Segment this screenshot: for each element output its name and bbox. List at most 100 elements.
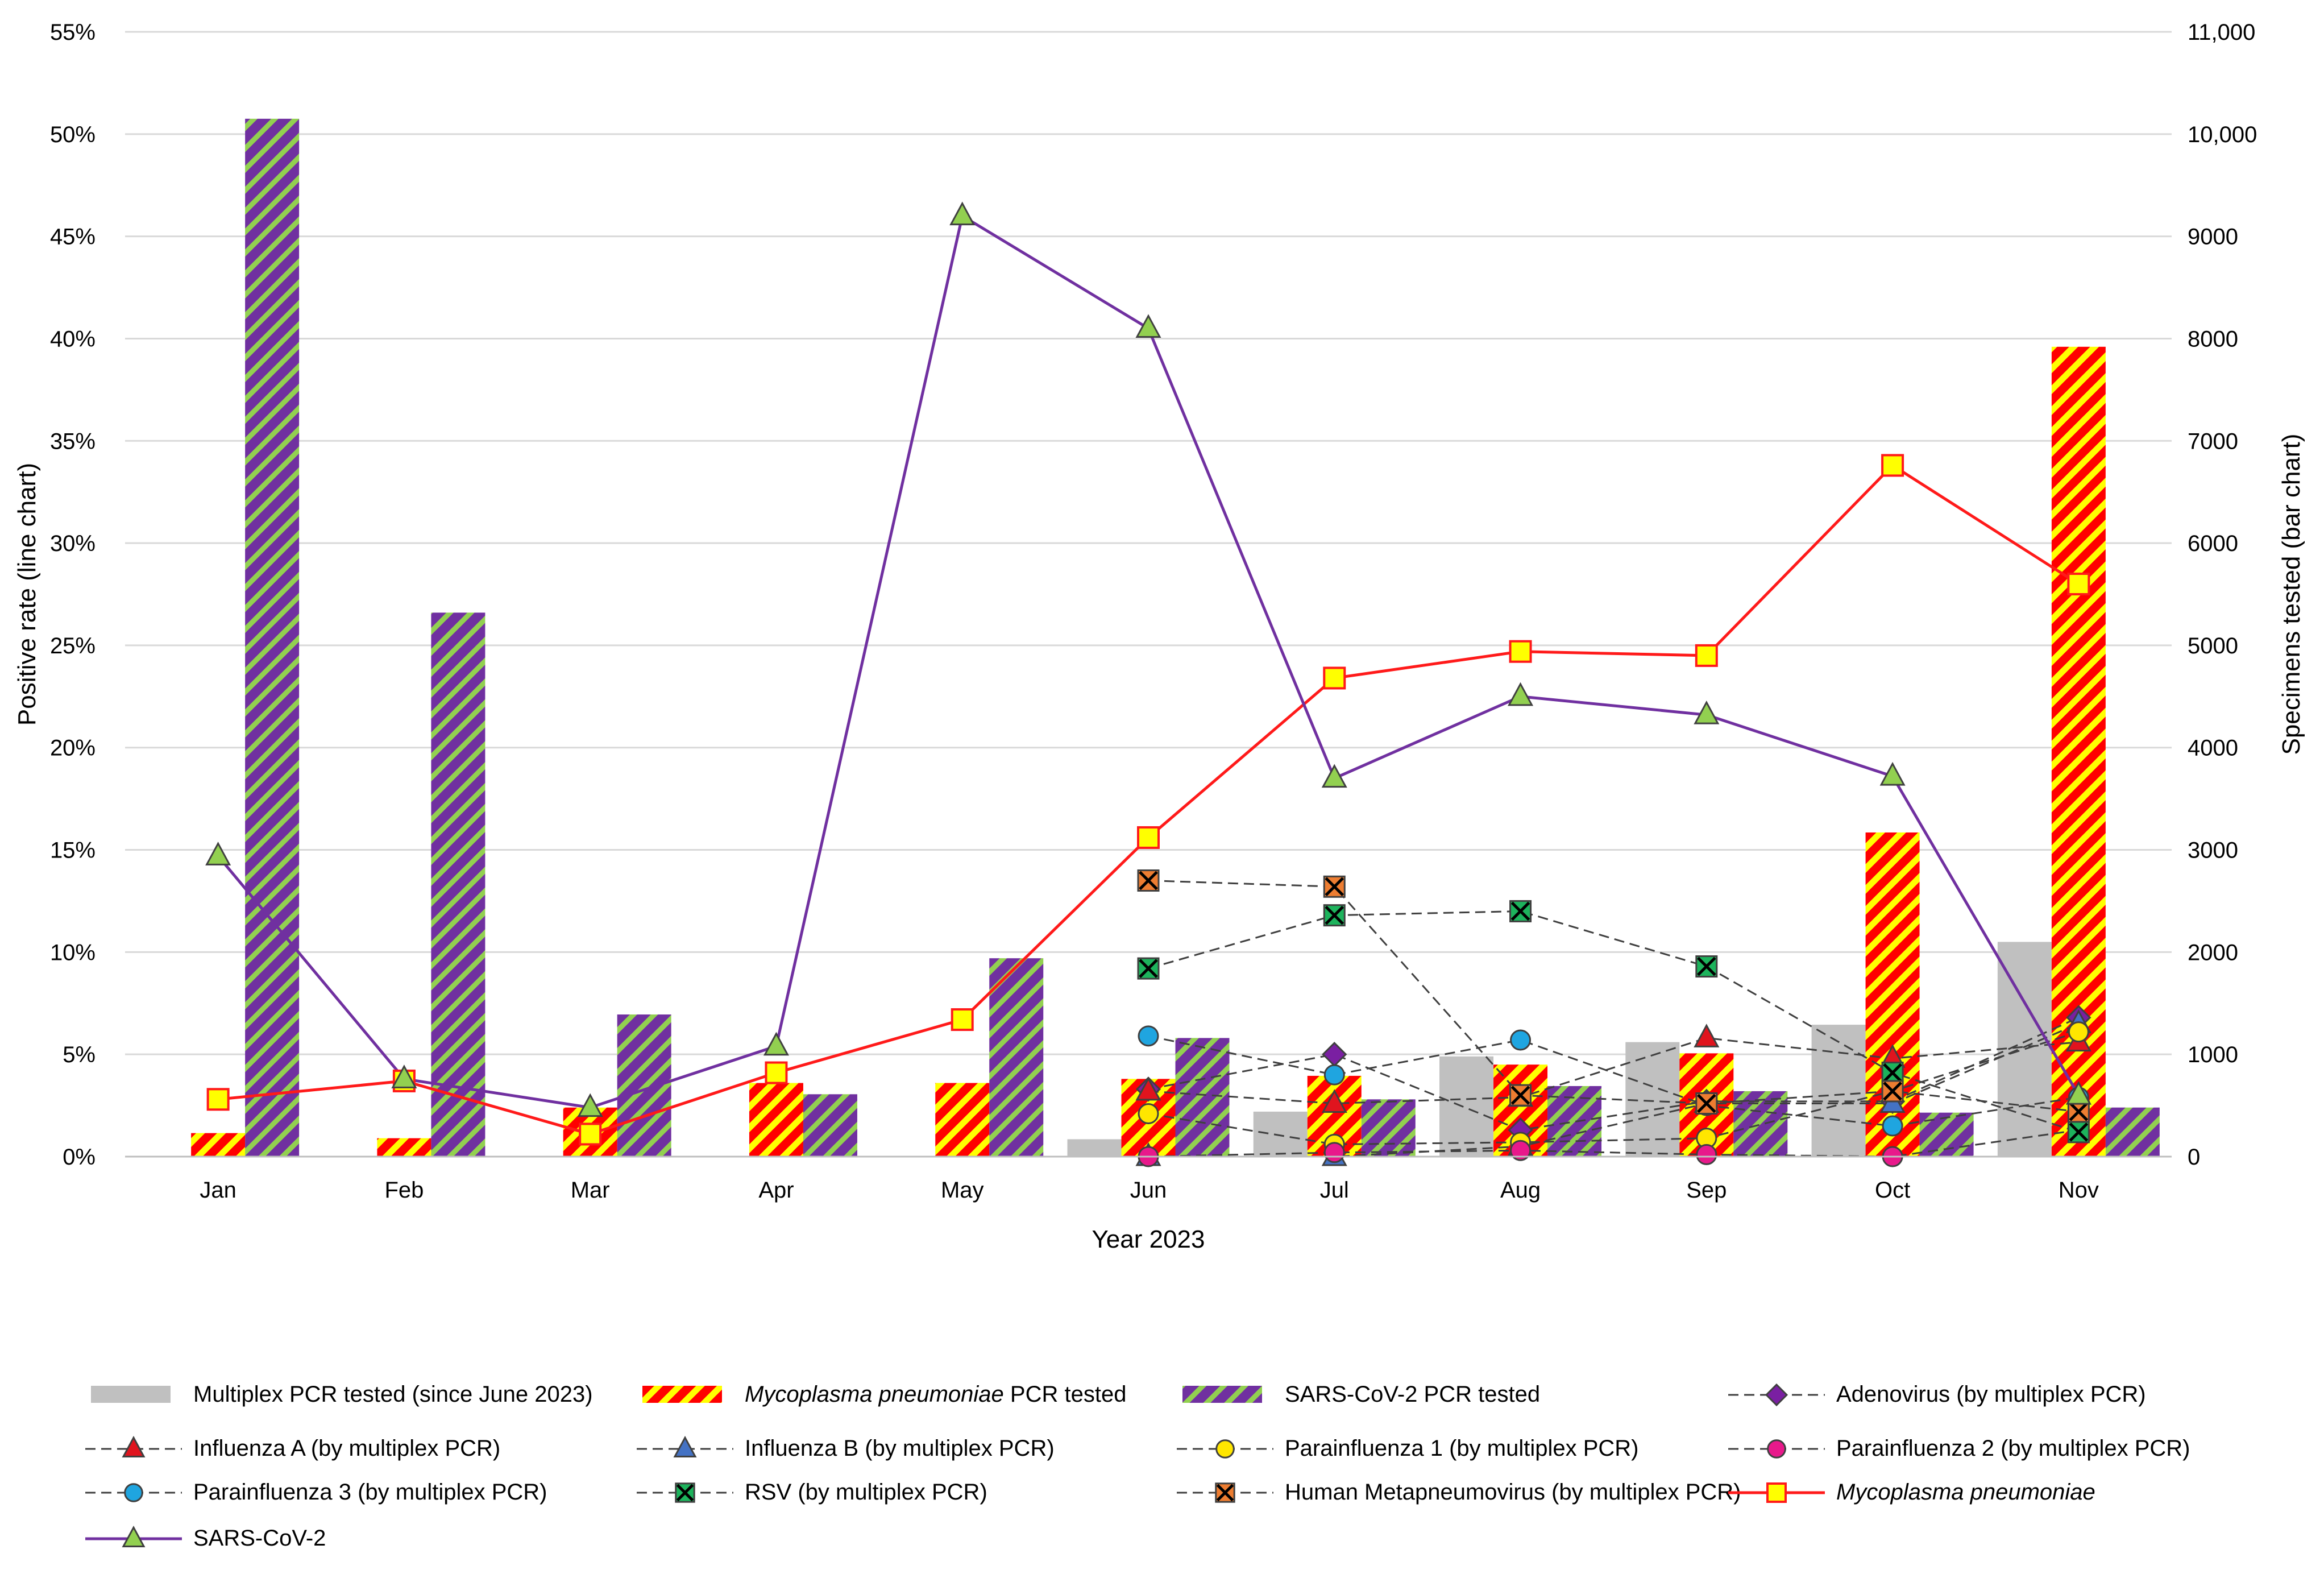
bar-purple-green-nov bbox=[2105, 1107, 2160, 1157]
marker-5-jun bbox=[1138, 1025, 1159, 1047]
marker-8-jan bbox=[206, 1088, 230, 1111]
marker-0-jul bbox=[1322, 1042, 1347, 1067]
y-axis-left-title: Positive rate (line chart) bbox=[13, 463, 41, 726]
y-left-tick-label: 20% bbox=[50, 736, 96, 761]
legend-label-italic: Mycoplasma pneumoniae bbox=[745, 1382, 1004, 1407]
legend-swatch bbox=[91, 1386, 171, 1403]
marker-6-oct-cross bbox=[1883, 1063, 1902, 1083]
line-2 bbox=[1148, 1022, 2079, 1158]
y-left-tick-label: 40% bbox=[50, 326, 96, 351]
legend-label: Influenza B (by multiplex PCR) bbox=[745, 1436, 1055, 1461]
marker-9-jun bbox=[1135, 314, 1161, 338]
marker-7-oct bbox=[1881, 1080, 1904, 1103]
legend-label: Parainfluenza 1 (by multiplex PCR) bbox=[1285, 1436, 1638, 1461]
legend-entry-9: RSV (by multiplex PCR) bbox=[637, 1480, 987, 1505]
legend-entry-0: Multiplex PCR tested (since June 2023) bbox=[91, 1382, 593, 1407]
marker-6-sep bbox=[1695, 955, 1718, 978]
y-right-tick-label: 8000 bbox=[2188, 326, 2238, 351]
bar-red-yellow-jan bbox=[191, 1133, 246, 1157]
bar-purple-green-may bbox=[989, 958, 1044, 1157]
marker-9-feb bbox=[391, 1064, 417, 1088]
marker-7-sep-cross bbox=[1697, 1093, 1716, 1113]
bar-red-yellow-apr bbox=[749, 1083, 803, 1157]
legend-label-text: Influenza B (by multiplex PCR) bbox=[745, 1436, 1055, 1461]
legend-marker bbox=[1765, 1383, 1788, 1407]
legend-label: SARS-CoV-2 bbox=[193, 1526, 326, 1551]
legend-label-text: Influenza A (by multiplex PCR) bbox=[193, 1436, 500, 1461]
legend-label: Multiplex PCR tested (since June 2023) bbox=[193, 1382, 593, 1407]
legend-label: Mycoplasma pneumoniae PCR tested bbox=[745, 1382, 1126, 1407]
y-left-tick-label: 5% bbox=[63, 1042, 96, 1067]
marker-8-may bbox=[951, 1008, 974, 1032]
marker-8-jul bbox=[1323, 666, 1346, 690]
legend-entry-5: Influenza B (by multiplex PCR) bbox=[637, 1436, 1055, 1461]
x-tick-label: Oct bbox=[1875, 1178, 1910, 1203]
marker-6-aug-cross bbox=[1510, 901, 1530, 921]
legend-entry-12: SARS-CoV-2 bbox=[85, 1526, 326, 1551]
legend-marker bbox=[675, 1482, 695, 1503]
x-tick-label: Aug bbox=[1500, 1178, 1541, 1203]
marker-3-nov bbox=[2068, 1021, 2089, 1043]
legend-label-text: SARS-CoV-2 PCR tested bbox=[1285, 1382, 1540, 1407]
y-right-tick-label: 1000 bbox=[2188, 1042, 2238, 1067]
marker-1-sep bbox=[1694, 1024, 1720, 1047]
bars bbox=[191, 118, 2160, 1157]
legend-label: Mycoplasma pneumoniae bbox=[1836, 1480, 2095, 1505]
y-right-tick-label: 5000 bbox=[2188, 633, 2238, 658]
legend-label-text: Parainfluenza 1 (by multiplex PCR) bbox=[1285, 1436, 1638, 1461]
y-left-tick-label: 50% bbox=[50, 122, 96, 147]
legend-label-text: Parainfluenza 3 (by multiplex PCR) bbox=[193, 1480, 547, 1505]
y-left-tick-label: 45% bbox=[50, 225, 96, 250]
y-right-tick-label: 0 bbox=[2188, 1145, 2200, 1170]
line-5 bbox=[1148, 1035, 2079, 1127]
legend-marker bbox=[122, 1526, 146, 1547]
y-right-tick-label: 10,000 bbox=[2188, 122, 2257, 147]
legend-marker bbox=[124, 1483, 143, 1502]
marker-9-aug bbox=[1508, 682, 1534, 706]
marker-9-oct bbox=[1879, 761, 1906, 786]
y-right-tick-label: 7000 bbox=[2188, 429, 2238, 454]
marker-4-aug bbox=[1510, 1140, 1532, 1161]
y-right-tick-label: 4000 bbox=[2188, 736, 2238, 761]
bar-red-yellow-feb bbox=[377, 1138, 431, 1157]
marker-6-aug bbox=[1509, 900, 1532, 922]
marker-9-mar bbox=[577, 1093, 603, 1117]
marker-7-jun-cross bbox=[1139, 871, 1158, 890]
legend-entry-4: Influenza A (by multiplex PCR) bbox=[85, 1436, 500, 1461]
x-tick-label: Jan bbox=[200, 1178, 236, 1203]
legend-entry-8: Parainfluenza 3 (by multiplex PCR) bbox=[85, 1480, 547, 1505]
y-left-tick-label: 35% bbox=[50, 429, 96, 454]
legend-marker bbox=[1767, 1439, 1786, 1459]
legend-label: SARS-CoV-2 PCR tested bbox=[1285, 1382, 1540, 1407]
marker-8-oct bbox=[1881, 454, 1904, 477]
bar-purple-green-oct bbox=[1919, 1112, 1974, 1157]
marker-6-jun bbox=[1137, 957, 1160, 980]
y-right-tick-label: 9000 bbox=[2188, 225, 2238, 250]
legend-marker bbox=[122, 1436, 146, 1457]
line-7 bbox=[1148, 879, 2079, 1113]
bar-gray-oct bbox=[1811, 1025, 1866, 1157]
x-tick-label: Jun bbox=[1130, 1178, 1167, 1203]
marker-9-may bbox=[949, 201, 976, 226]
y-left-tick-label: 30% bbox=[50, 531, 96, 556]
legend-label: Adenovirus (by multiplex PCR) bbox=[1836, 1382, 2146, 1407]
marker-7-jul bbox=[1323, 875, 1346, 898]
bar-purple-green-jul bbox=[1361, 1099, 1416, 1157]
marker-6-jun-cross bbox=[1139, 959, 1158, 978]
marker-6-jul-cross bbox=[1325, 905, 1344, 925]
legend-label-italic: Mycoplasma pneumoniae bbox=[1836, 1480, 2095, 1505]
marker-6-nov-cross bbox=[2069, 1122, 2089, 1142]
marker-7-jul-cross bbox=[1325, 877, 1344, 897]
y-right-tick-label: 11,000 bbox=[2188, 20, 2255, 45]
line-6 bbox=[1148, 910, 2079, 1133]
bar-gray-jul bbox=[1253, 1111, 1308, 1157]
legend-marker-cross bbox=[676, 1484, 694, 1502]
line-3 bbox=[1148, 1031, 2079, 1145]
legend-entry-3: Adenovirus (by multiplex PCR) bbox=[1728, 1382, 2146, 1407]
bar-red-yellow-may bbox=[935, 1083, 990, 1157]
x-tick-label: Feb bbox=[384, 1178, 424, 1203]
marker-6-sep-cross bbox=[1697, 956, 1716, 976]
marker-9-jan bbox=[205, 842, 231, 865]
marker-8-apr bbox=[765, 1061, 788, 1084]
